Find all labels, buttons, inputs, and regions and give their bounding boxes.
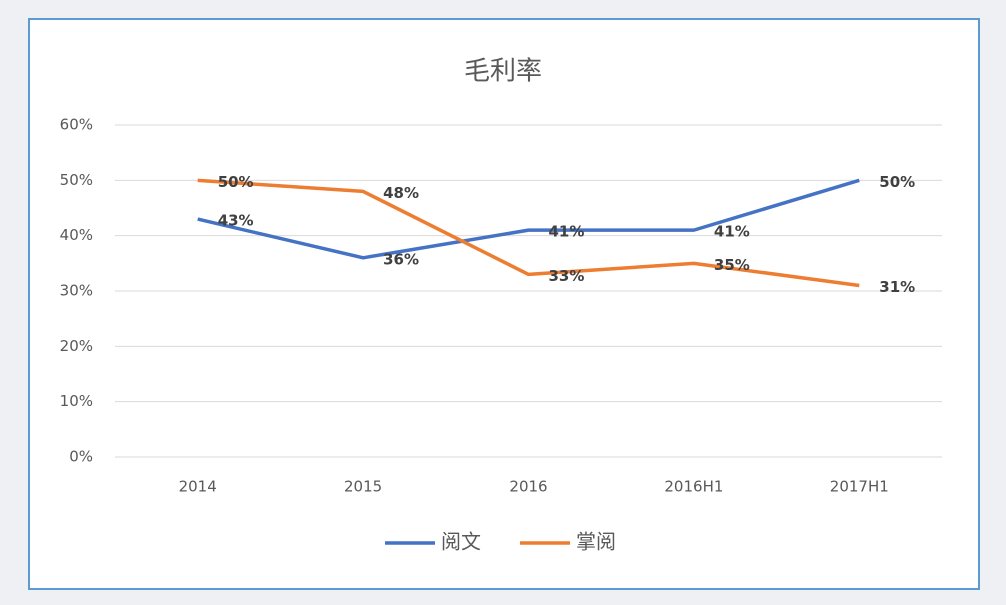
data-label: 43% <box>218 212 254 230</box>
data-label: 50% <box>879 173 915 191</box>
y-tick-label: 10% <box>60 392 93 410</box>
legend-label: 阅文 <box>441 530 481 554</box>
y-tick-label: 0% <box>69 448 93 466</box>
y-tick-label: 60% <box>60 116 93 134</box>
x-tick-label: 2014 <box>179 478 217 496</box>
series-line <box>197 178 860 288</box>
data-label: 48% <box>383 184 419 202</box>
y-tick-label: 20% <box>60 337 93 355</box>
x-tick-label: 2016 <box>509 478 547 496</box>
x-tick-label: 2016H1 <box>664 478 723 496</box>
data-label: 31% <box>879 278 915 296</box>
x-tick-label: 2017H1 <box>830 478 889 496</box>
data-label: 41% <box>549 223 585 241</box>
chart-title: 毛利率 <box>464 57 542 87</box>
data-label: 35% <box>714 256 750 274</box>
chart-frame <box>28 18 980 590</box>
legend-label: 掌阅 <box>576 530 616 554</box>
data-label: 36% <box>383 250 419 268</box>
x-tick-label: 2015 <box>344 478 382 496</box>
y-tick-label: 50% <box>60 171 93 189</box>
data-label: 50% <box>218 173 254 191</box>
y-tick-label: 30% <box>60 282 93 300</box>
y-tick-label: 40% <box>60 226 93 244</box>
data-label: 41% <box>714 223 750 241</box>
data-label: 33% <box>549 267 585 285</box>
series-line <box>197 178 860 260</box>
